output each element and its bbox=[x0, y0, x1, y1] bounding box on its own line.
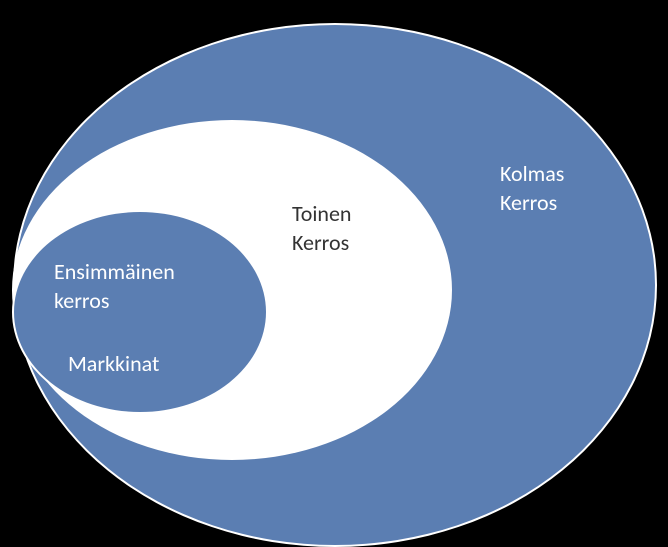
inner-layer-label-top: Ensimmäinen kerros bbox=[54, 258, 175, 315]
middle-layer-label: Toinen Kerros bbox=[292, 200, 351, 257]
inner-layer-label-bottom: Markkinat bbox=[68, 350, 159, 379]
outer-layer-label: Kolmas Kerros bbox=[500, 160, 564, 217]
